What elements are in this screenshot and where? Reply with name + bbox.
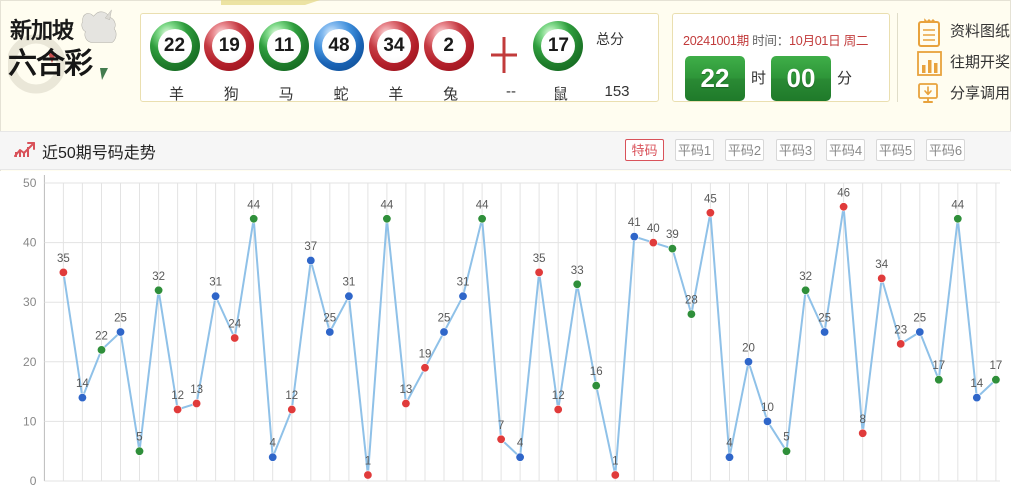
svg-text:5: 5 — [136, 432, 142, 444]
svg-text:41: 41 — [628, 217, 641, 229]
svg-text:25: 25 — [913, 313, 926, 325]
svg-text:13: 13 — [190, 384, 203, 396]
svg-text:0: 0 — [30, 474, 37, 487]
svg-text:35: 35 — [57, 253, 70, 265]
svg-text:13: 13 — [400, 384, 413, 396]
svg-text:39: 39 — [666, 229, 679, 241]
svg-text:44: 44 — [381, 199, 394, 211]
svg-text:22: 22 — [95, 330, 108, 342]
svg-text:34: 34 — [875, 259, 888, 271]
svg-text:40: 40 — [647, 223, 660, 235]
svg-text:28: 28 — [685, 295, 698, 307]
svg-text:30: 30 — [23, 295, 37, 309]
svg-text:14: 14 — [76, 378, 89, 390]
svg-text:10: 10 — [23, 414, 37, 428]
svg-text:25: 25 — [323, 313, 336, 325]
svg-text:44: 44 — [247, 199, 260, 211]
svg-text:35: 35 — [533, 253, 546, 265]
svg-text:31: 31 — [457, 277, 470, 289]
svg-text:7: 7 — [498, 420, 504, 432]
svg-text:40: 40 — [23, 236, 37, 250]
svg-text:25: 25 — [818, 313, 831, 325]
svg-text:31: 31 — [343, 277, 356, 289]
svg-text:23: 23 — [894, 324, 907, 336]
svg-text:1: 1 — [612, 456, 618, 468]
svg-text:45: 45 — [704, 193, 717, 205]
svg-text:20: 20 — [742, 342, 755, 354]
svg-text:10: 10 — [761, 402, 774, 414]
svg-text:8: 8 — [859, 414, 865, 426]
svg-text:六合彩: 六合彩 — [8, 47, 93, 80]
svg-text:24: 24 — [228, 319, 241, 331]
svg-text:12: 12 — [285, 390, 298, 402]
svg-text:12: 12 — [552, 390, 565, 402]
svg-text:44: 44 — [476, 199, 489, 211]
svg-text:17: 17 — [932, 360, 945, 372]
svg-text:4: 4 — [726, 438, 733, 450]
svg-text:50: 50 — [23, 176, 37, 190]
svg-text:1: 1 — [365, 456, 371, 468]
svg-text:25: 25 — [438, 313, 451, 325]
svg-text:44: 44 — [951, 199, 964, 211]
svg-text:31: 31 — [209, 277, 222, 289]
svg-text:4: 4 — [517, 438, 524, 450]
svg-text:19: 19 — [419, 348, 432, 360]
svg-text:16: 16 — [590, 366, 603, 378]
svg-text:32: 32 — [799, 271, 812, 283]
svg-text:新加坡: 新加坡 — [10, 18, 74, 43]
svg-text:5: 5 — [783, 432, 789, 444]
svg-text:32: 32 — [152, 271, 165, 283]
svg-text:12: 12 — [171, 390, 184, 402]
svg-text:17: 17 — [990, 360, 1003, 372]
svg-text:33: 33 — [571, 265, 584, 277]
svg-text:4: 4 — [269, 438, 276, 450]
svg-text:25: 25 — [114, 313, 127, 325]
svg-text:14: 14 — [970, 378, 983, 390]
svg-text:46: 46 — [837, 187, 850, 199]
svg-text:37: 37 — [304, 241, 317, 253]
svg-text:20: 20 — [23, 355, 37, 369]
